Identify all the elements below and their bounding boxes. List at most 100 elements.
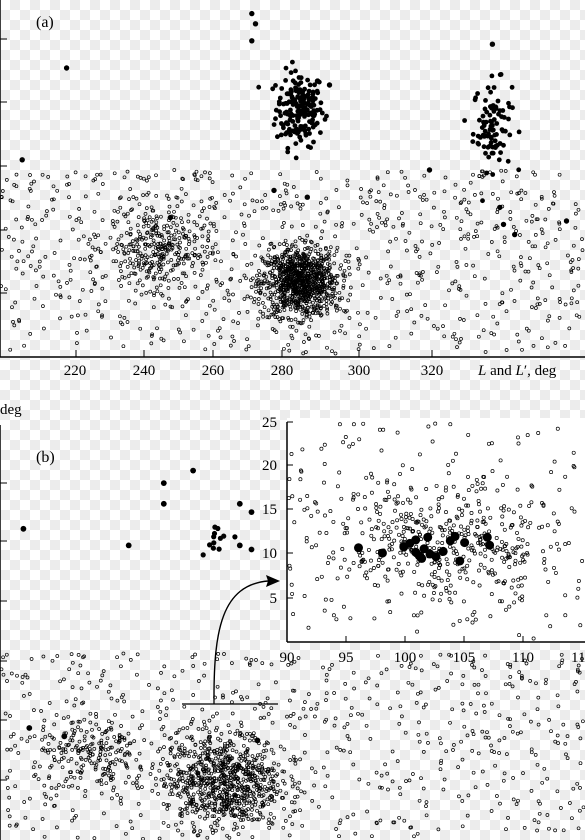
open-point — [346, 259, 351, 264]
open-point — [265, 260, 270, 265]
open-point — [421, 750, 426, 754]
open-point — [192, 233, 197, 238]
filled-point — [160, 480, 167, 486]
open-point — [520, 347, 524, 352]
open-point — [40, 817, 45, 821]
open-point — [289, 248, 293, 252]
open-point — [125, 211, 130, 216]
open-point — [221, 693, 225, 698]
open-point — [102, 811, 106, 816]
open-point — [453, 279, 458, 284]
open-point — [112, 225, 117, 229]
open-point — [486, 735, 491, 740]
open-point — [137, 278, 142, 283]
open-point — [539, 196, 544, 201]
open-point — [406, 680, 411, 685]
open-point — [82, 257, 87, 262]
open-point — [96, 233, 101, 238]
open-point — [77, 216, 81, 221]
filled-point — [492, 138, 498, 144]
open-point — [419, 314, 424, 318]
open-point — [28, 189, 33, 193]
open-point — [187, 754, 191, 759]
open-point — [464, 293, 469, 298]
open-point — [327, 667, 332, 671]
open-point — [89, 761, 94, 766]
open-point — [191, 261, 195, 265]
open-point — [141, 224, 146, 229]
open-point — [271, 751, 276, 756]
open-point — [126, 775, 131, 779]
panel-a-filled-markers — [19, 10, 570, 238]
open-point — [337, 834, 341, 839]
open-point — [121, 344, 126, 349]
open-point — [270, 327, 275, 331]
open-point — [211, 221, 216, 226]
open-point — [165, 807, 170, 811]
open-point — [334, 745, 339, 750]
open-point — [17, 318, 21, 322]
open-point — [205, 255, 210, 259]
open-point — [320, 285, 325, 290]
open-point — [92, 747, 97, 751]
open-point — [91, 277, 95, 282]
open-point — [341, 283, 346, 288]
open-point — [303, 292, 308, 297]
open-point — [250, 770, 255, 775]
open-point — [126, 220, 131, 225]
open-point — [267, 781, 272, 786]
open-point — [256, 682, 261, 687]
open-point — [9, 747, 13, 752]
open-point — [514, 802, 519, 806]
open-point — [113, 712, 117, 717]
open-point — [382, 206, 387, 210]
open-point — [424, 813, 429, 818]
open-point — [96, 246, 101, 251]
open-point — [315, 303, 320, 308]
open-point — [239, 818, 243, 823]
filled-point — [482, 133, 487, 139]
open-point — [257, 243, 262, 248]
open-point — [60, 765, 65, 770]
filled-point — [160, 500, 167, 507]
open-point — [81, 234, 86, 239]
open-point — [119, 260, 124, 265]
y-tick-label: 15 — [262, 502, 277, 518]
open-point — [534, 681, 538, 686]
open-point — [162, 691, 167, 696]
open-point — [244, 656, 249, 661]
open-point — [49, 796, 53, 801]
open-point — [368, 737, 373, 741]
open-point — [138, 232, 142, 237]
open-point — [563, 741, 568, 746]
filled-point — [507, 132, 513, 138]
open-point — [121, 651, 126, 656]
open-point — [42, 834, 47, 839]
open-point — [177, 727, 182, 732]
open-point — [307, 285, 312, 290]
open-point — [244, 276, 248, 281]
open-point — [420, 239, 424, 244]
open-point — [280, 255, 284, 259]
open-point — [442, 189, 447, 194]
open-point — [12, 323, 17, 328]
open-point — [103, 273, 108, 278]
filled-point — [293, 141, 299, 147]
filled-point — [215, 525, 221, 532]
y-tick-label: 25 — [262, 415, 277, 431]
open-point — [330, 795, 335, 800]
open-point — [547, 314, 552, 319]
open-point — [400, 714, 404, 719]
x-tick-label: 280 — [271, 363, 294, 379]
open-point — [267, 247, 271, 252]
open-point — [485, 783, 490, 787]
open-point — [180, 220, 184, 225]
open-point — [203, 347, 208, 352]
open-point — [245, 294, 250, 299]
open-point — [76, 671, 81, 676]
open-point — [134, 757, 139, 762]
open-point — [25, 675, 30, 680]
open-point — [311, 256, 315, 261]
open-point — [547, 826, 551, 831]
open-point — [259, 761, 264, 766]
